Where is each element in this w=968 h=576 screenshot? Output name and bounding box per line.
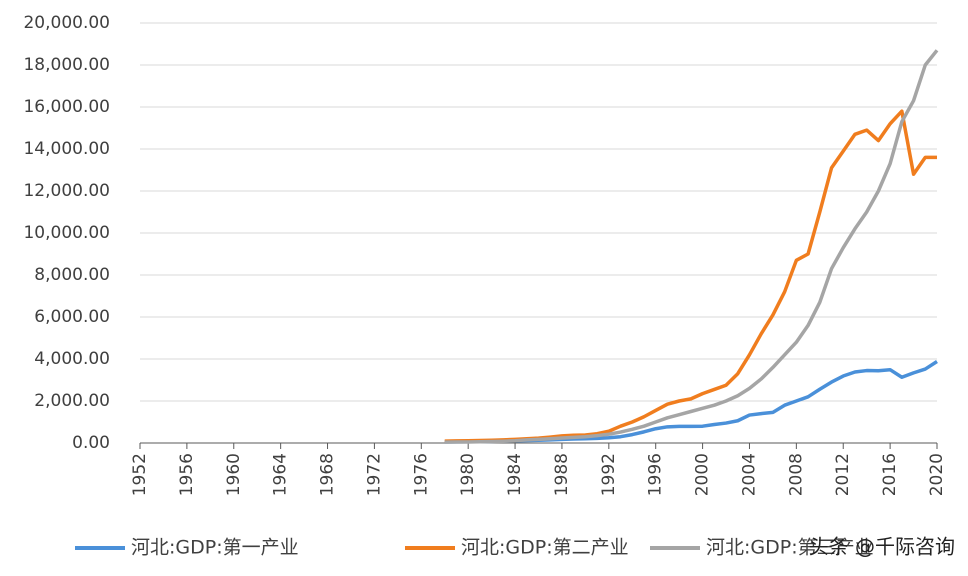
watermark: 头条 @千际咨询 xyxy=(809,535,955,559)
y-tick-label: 0.00 xyxy=(72,433,110,453)
y-tick-label: 12,000.00 xyxy=(23,181,110,201)
x-tick-label: 1956 xyxy=(177,453,197,496)
y-tick-label: 8,000.00 xyxy=(34,265,110,285)
x-tick-label: 2004 xyxy=(739,453,759,496)
x-tick-label: 1964 xyxy=(271,453,291,496)
y-tick-label: 14,000.00 xyxy=(23,139,110,159)
series-line xyxy=(444,109,937,443)
x-tick-label: 1996 xyxy=(646,453,666,496)
y-tick-label: 16,000.00 xyxy=(23,97,110,117)
x-tick-label: 2020 xyxy=(927,453,947,496)
y-tick-label: 10,000.00 xyxy=(23,223,110,243)
x-tick-label: 1980 xyxy=(458,453,478,496)
x-tick-label: 2008 xyxy=(786,453,806,496)
x-tick-label: 1952 xyxy=(130,453,150,496)
x-tick-label: 1960 xyxy=(224,453,244,496)
x-tick-label: 2000 xyxy=(693,453,713,496)
x-tick-label: 1988 xyxy=(552,453,572,496)
y-tick-label: 18,000.00 xyxy=(23,55,110,75)
x-tick-label: 1976 xyxy=(411,453,431,496)
x-tick-label: 1984 xyxy=(505,453,525,496)
legend-label: 河北:GDP:第二产业 xyxy=(461,537,629,559)
legend-label: 河北:GDP:第三产业 xyxy=(706,537,874,559)
y-tick-label: 20,000.00 xyxy=(23,13,110,33)
x-tick-label: 1968 xyxy=(318,453,338,496)
x-tick-label: 1972 xyxy=(364,453,384,496)
series-line xyxy=(444,49,939,444)
series-line xyxy=(444,360,938,444)
legend-label: 河北:GDP:第一产业 xyxy=(131,537,299,559)
x-tick-label: 2012 xyxy=(833,453,853,496)
x-tick-label: 2016 xyxy=(880,453,900,496)
y-tick-label: 4,000.00 xyxy=(34,349,110,369)
y-tick-label: 6,000.00 xyxy=(34,307,110,327)
y-tick-label: 2,000.00 xyxy=(34,391,110,411)
x-tick-label: 1992 xyxy=(599,453,619,496)
